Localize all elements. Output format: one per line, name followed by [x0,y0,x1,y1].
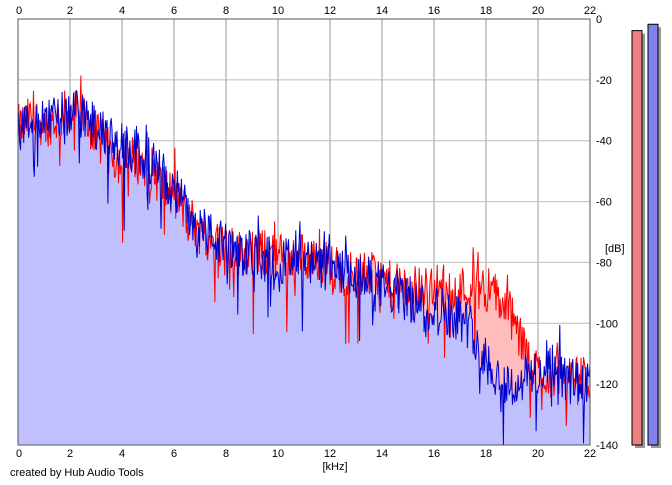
x-axis-label: [kHz] [322,461,347,473]
x-tick-label-bottom: 12 [324,448,336,460]
x-tick-label-bottom: 22 [584,448,596,460]
credit-text: created by Hub Audio Tools [10,467,144,479]
y-tick-label: -80 [596,257,612,269]
y-ticks: 0 -20 -40 -60 -80 -100 -120 -140 [596,14,618,452]
y-axis-label: [dB] [605,243,625,255]
x-ticks-top: 0 2 4 6 8 10 12 14 16 18 20 22 [16,5,596,17]
x-tick-label-top: 12 [324,5,336,17]
x-tick-label-top: 6 [171,5,177,17]
y-tick-label: -40 [596,136,612,148]
x-tick-label-top: 18 [480,5,492,17]
x-tick-label-top: 10 [272,5,284,17]
x-tick-label-bottom: 10 [272,448,284,460]
x-tick-label-bottom: 0 [16,448,22,460]
x-tick-label-top: 8 [223,5,229,17]
x-tick-label-bottom: 8 [223,448,229,460]
y-tick-label: -20 [596,75,612,87]
x-tick-label-bottom: 16 [428,448,440,460]
y-tick-label: 0 [596,14,602,26]
x-tick-label-bottom: 6 [171,448,177,460]
x-tick-label-top: 22 [584,5,596,17]
x-tick-label-bottom: 4 [119,448,125,460]
x-tick-label-bottom: 14 [376,448,388,460]
y-tick-label: -120 [596,379,618,391]
series-area-2 [18,90,590,446]
x-tick-label-top: 16 [428,5,440,17]
x-tick-label-top: 20 [532,5,544,17]
x-tick-label-bottom: 2 [67,448,73,460]
x-tick-label-top: 0 [16,5,22,17]
plot-border [17,18,591,446]
level-meter-bar [631,30,643,446]
series-layer [17,75,591,446]
y-tick-label: -140 [596,440,618,452]
plot-frame [17,18,591,446]
y-tick-label: -60 [596,197,612,209]
x-tick-label-top: 14 [376,5,388,17]
x-tick-label-bottom: 20 [532,448,544,460]
series-line-2 [17,90,591,446]
level-meter-bar [647,23,659,446]
x-tick-label-top: 4 [119,5,125,17]
y-tick-label: -100 [596,318,618,330]
x-ticks-bottom: 0 2 4 6 8 10 12 14 16 18 20 22 [16,448,596,460]
x-tick-label-bottom: 18 [480,448,492,460]
level-meters [631,23,661,448]
x-tick-label-top: 2 [67,5,73,17]
